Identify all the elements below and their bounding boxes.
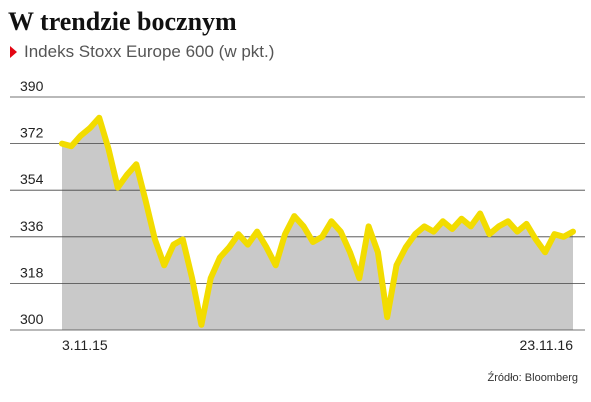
y-tick-label: 300 [20, 311, 44, 327]
x-tick-label: 3.11.15 [62, 337, 108, 353]
source: Źródło: Bloomberg [488, 371, 579, 384]
chart-subtitle: Indeks Stoxx Europe 600 (w pkt.) [24, 42, 274, 61]
chart-title: W trendzie bocznym [8, 7, 237, 36]
line [59, 114, 576, 328]
y-tick-label: 390 [20, 78, 44, 94]
y-tick-label: 372 [20, 125, 44, 141]
subtitle-marker [10, 46, 17, 58]
y-tick-label: 318 [20, 264, 44, 280]
y-tick-label: 354 [20, 171, 44, 187]
x-tick-label: 23.11.16 [520, 337, 574, 353]
y-tick-label: 336 [20, 218, 44, 234]
